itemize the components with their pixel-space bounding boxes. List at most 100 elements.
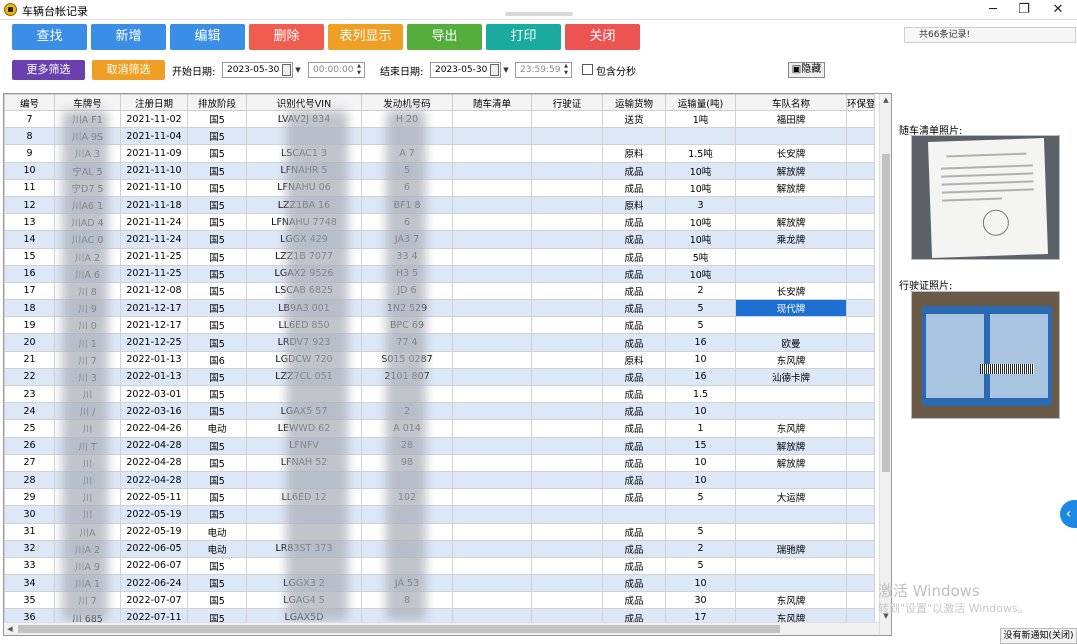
table-cell[interactable]: 30 [4,505,55,524]
table-cell[interactable] [531,539,603,558]
table-cell[interactable] [531,574,603,593]
table-cell[interactable]: 国5 [187,470,247,490]
table-cell[interactable]: 国5 [187,281,247,301]
restore-button[interactable]: ❐ [1018,2,1030,17]
table-cell[interactable]: 2021-11-04 [120,127,188,146]
table-cell[interactable] [452,127,532,146]
horizontal-scrollbar[interactable]: ◀ [4,622,879,635]
table-cell[interactable]: 16 [4,264,55,283]
table-cell[interactable]: 11 [4,178,55,197]
table-cell[interactable]: 国5 [187,574,247,593]
table-row[interactable]: 27川 2022-04-28国5LFNAH 52 98成品10解放牌 [4,453,875,472]
table-cell[interactable]: 2021-11-25 [120,247,188,266]
table-cell[interactable] [452,488,532,507]
print-button[interactable]: 打印 [486,24,561,50]
table-cell[interactable] [846,333,875,352]
table-cell[interactable]: 10 [665,453,736,472]
table-cell[interactable]: 34 [4,574,55,593]
table-cell[interactable]: 2022-05-19 [120,505,188,524]
table-cell[interactable]: 成品 [602,367,666,387]
table-cell[interactable] [531,127,603,146]
table-cell[interactable] [531,384,603,404]
table-cell[interactable] [452,195,532,215]
table-cell[interactable]: 10 [665,470,736,490]
table-cell[interactable]: 2022-07-07 [120,591,188,610]
table-cell[interactable] [846,144,875,163]
table-cell[interactable] [452,161,532,180]
table-cell[interactable]: 24 [4,402,55,421]
table-cell[interactable]: 5 [665,299,736,318]
table-cell[interactable] [846,488,875,507]
scroll-up-icon[interactable]: ▲ [883,96,889,104]
column-header[interactable]: 运输量(吨) [665,94,736,111]
table-cell[interactable] [452,367,532,387]
table-cell[interactable]: 9 [4,144,55,163]
column-header[interactable]: 环保登 [846,94,875,111]
table-cell[interactable]: 成品 [602,556,666,576]
table-cell[interactable]: 原料 [602,144,666,163]
table-cell[interactable] [735,127,847,146]
table-cell[interactable]: 31 [4,522,55,541]
table-cell[interactable]: 国5 [187,144,247,163]
table-cell[interactable] [531,505,603,524]
table-cell[interactable]: 5 [665,488,736,507]
table-cell[interactable] [452,333,532,352]
table-cell[interactable]: 成品 [602,178,666,197]
license-photo[interactable] [911,291,1060,419]
table-cell[interactable]: 成品 [602,591,666,610]
table-cell[interactable]: 20 [4,333,55,352]
table-cell[interactable] [531,436,603,455]
table-cell[interactable] [452,402,532,421]
table-cell[interactable]: 解放牌 [735,161,847,180]
table-cell[interactable]: 2021-11-24 [120,213,188,232]
calendar-icon[interactable] [490,64,499,76]
table-cell[interactable] [452,384,532,404]
table-cell[interactable] [452,556,532,576]
table-cell[interactable]: 成品 [602,522,666,541]
table-cell[interactable]: 10吨 [665,213,736,232]
table-cell[interactable]: 15 [665,436,736,455]
table-cell[interactable]: 国5 [187,195,247,215]
table-cell[interactable] [531,195,603,215]
column-header[interactable]: 识别代号VIN [246,94,362,111]
table-cell[interactable]: 成品 [602,574,666,593]
table-cell[interactable]: 2021-12-17 [120,299,188,318]
table-cell[interactable] [452,316,532,335]
vertical-scroll-thumb[interactable] [882,154,890,472]
table-cell[interactable] [846,505,875,524]
table-cell[interactable] [452,299,532,318]
table-cell[interactable]: 17 [4,281,55,301]
table-cell[interactable]: 1 [665,419,736,438]
table-cell[interactable]: 2021-12-17 [120,316,188,335]
table-cell[interactable]: 7 [4,109,55,129]
table-cell[interactable]: 10吨 [665,264,736,283]
table-cell[interactable]: 1吨 [665,109,736,129]
table-cell[interactable]: 成品 [602,402,666,421]
column-header[interactable]: 注册日期 [120,94,188,111]
column-display-button[interactable]: 表列显示 [328,24,403,50]
table-cell[interactable]: 国5 [187,453,247,472]
table-cell[interactable]: 成品 [602,333,666,352]
table-cell[interactable]: 电动 [187,539,247,558]
list-photo[interactable] [911,135,1060,260]
table-cell[interactable]: 10吨 [665,161,736,180]
table-cell[interactable] [846,178,875,197]
table-cell[interactable]: 10 [665,402,736,421]
table-cell[interactable] [531,402,603,421]
table-cell[interactable]: 10 [665,350,736,369]
start-date-picker[interactable]: 2023-05-30 ▼ [222,62,301,78]
table-cell[interactable] [531,419,603,438]
table-cell[interactable] [452,436,532,455]
table-cell[interactable] [531,488,603,507]
table-cell[interactable]: 2022-06-24 [120,574,188,593]
table-cell[interactable]: 25 [4,419,55,438]
table-cell[interactable] [735,316,847,335]
table-cell[interactable]: 现代牌 [735,299,847,318]
